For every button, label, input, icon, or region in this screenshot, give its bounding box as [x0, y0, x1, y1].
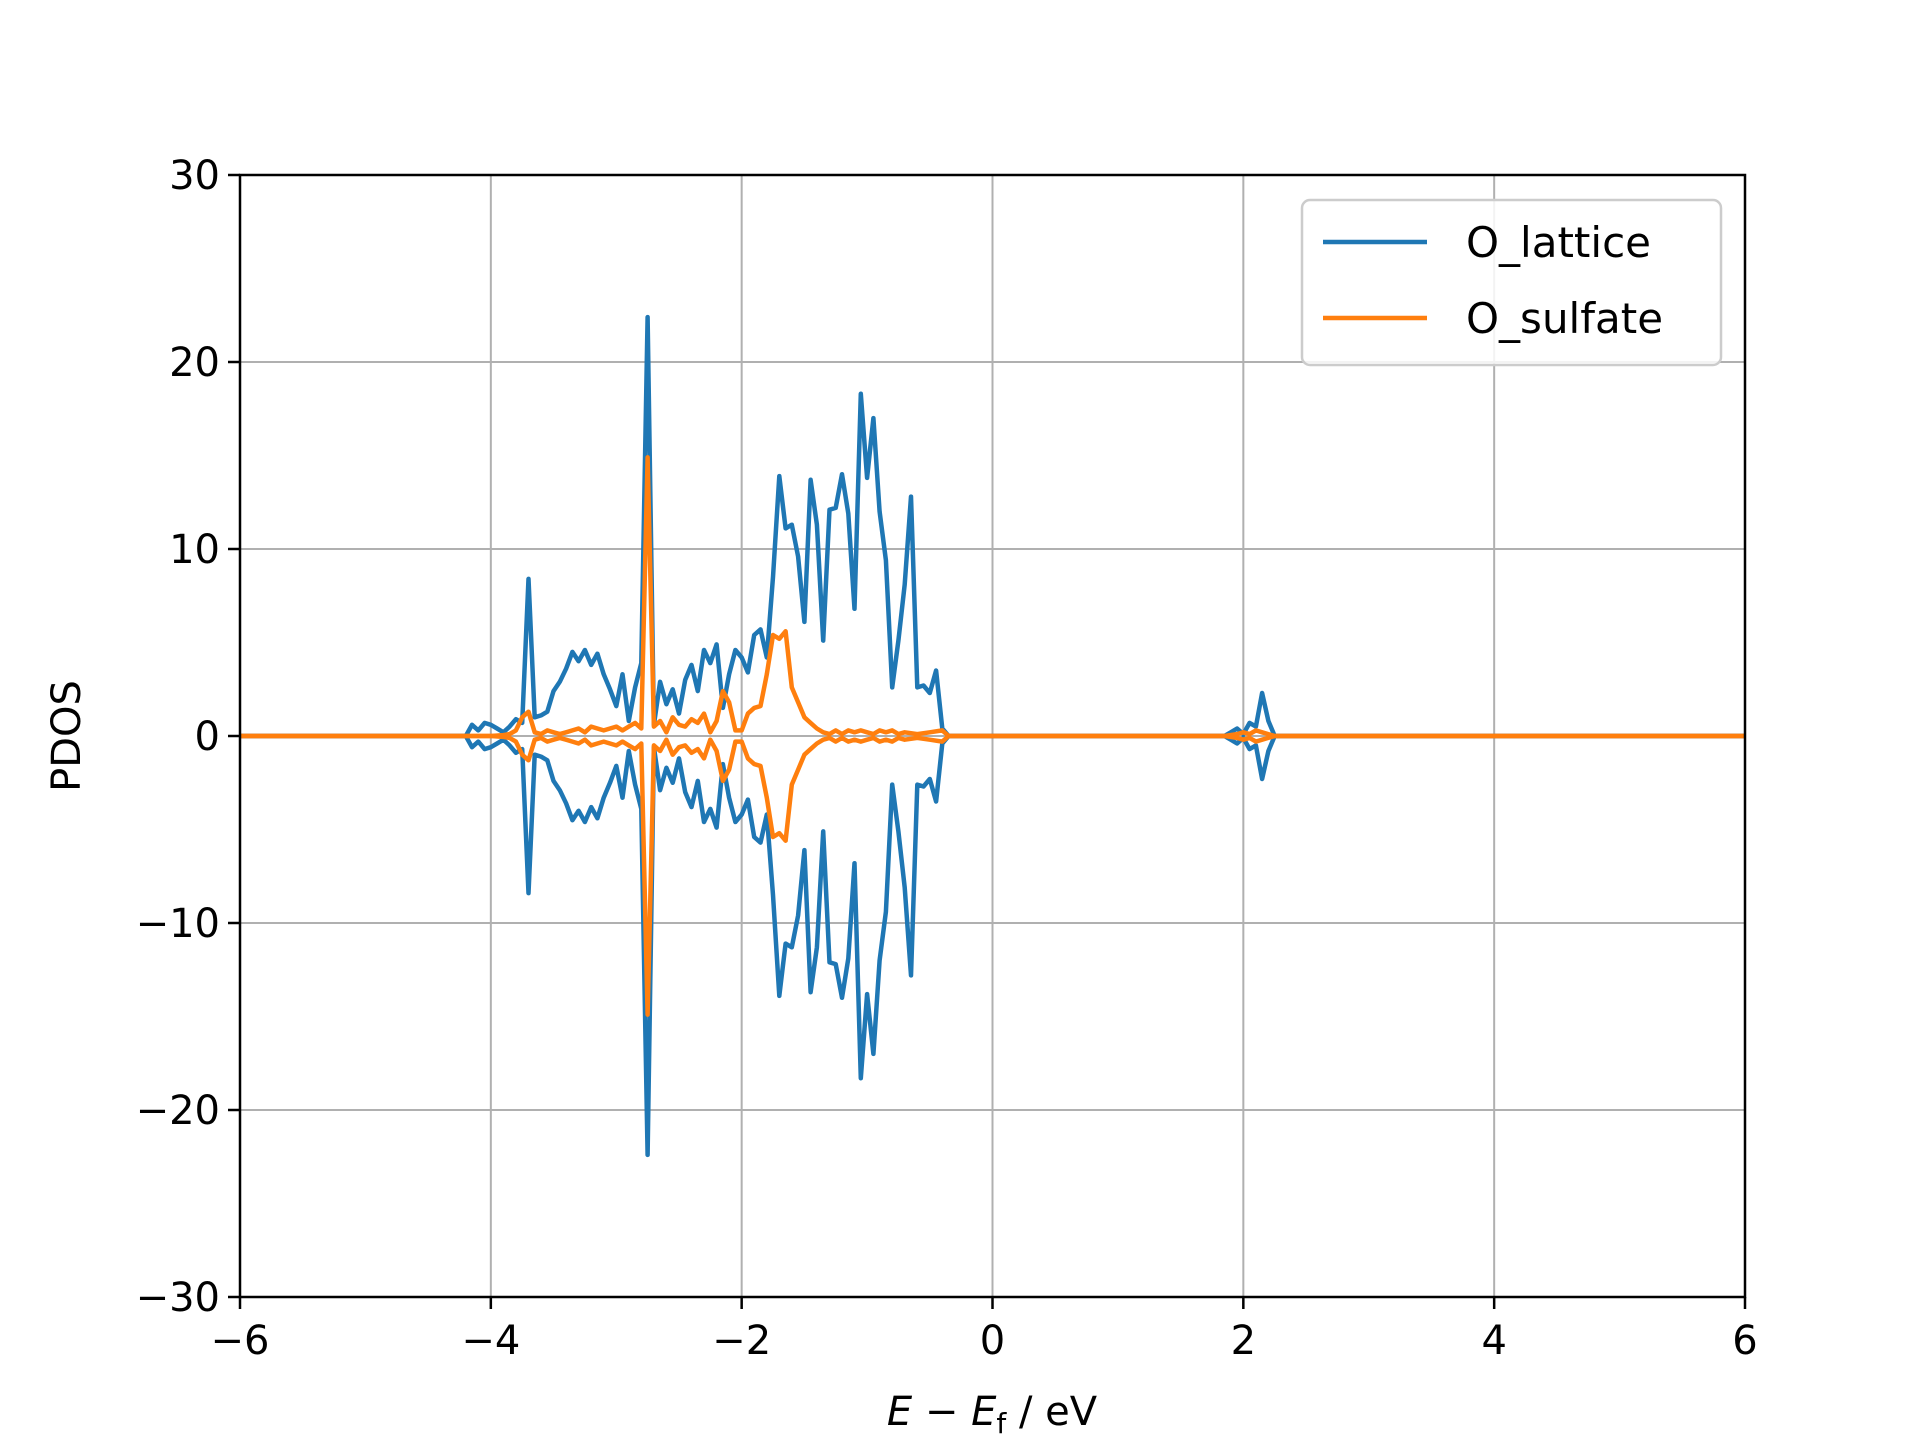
x-axis-label-Ef: E: [971, 1389, 997, 1435]
y-tick-label: 0: [195, 714, 220, 760]
series-line-o-lattice-up: [240, 314, 1745, 739]
series-line-o-sulfate-down: [240, 733, 1745, 1017]
x-tick-label: 6: [1732, 1318, 1757, 1364]
y-axis-label: PDOS: [44, 680, 90, 792]
x-tick-label: −4: [461, 1318, 520, 1364]
y-tick-label: −20: [136, 1088, 220, 1134]
y-tick-label: −10: [136, 901, 220, 947]
y-tick-label: 30: [169, 153, 220, 199]
x-tick-label: −2: [712, 1318, 771, 1364]
legend-label-o-sulfate: O_sulfate: [1466, 294, 1663, 343]
x-tick-label: 2: [1231, 1318, 1256, 1364]
x-axis-ticks: −6 −4 −2 0 2 4 6: [211, 1297, 1758, 1364]
x-axis-label-minus: −: [912, 1389, 971, 1435]
x-tick-label: 0: [980, 1318, 1005, 1364]
y-tick-label: 10: [169, 527, 220, 573]
y-axis-ticks: −30 −20 −10 0 10 20 30: [136, 153, 240, 1321]
series-line-o-sulfate-up: [240, 455, 1745, 739]
series-line-o-lattice-down: [240, 733, 1745, 1158]
x-axis-label-unit: / eV: [1006, 1389, 1098, 1435]
x-axis-label: E − Ef / eV: [887, 1389, 1098, 1440]
plot-area: [240, 314, 1745, 1158]
legend: O_lattice O_sulfate: [1300, 198, 1723, 367]
legend-label-o-lattice: O_lattice: [1466, 218, 1651, 267]
x-tick-label: −6: [211, 1318, 270, 1364]
x-axis-label-Ef-sub: f: [996, 1407, 1007, 1440]
x-axis-label-E: E: [887, 1389, 913, 1435]
y-tick-label: 20: [169, 340, 220, 386]
series-lines: [240, 314, 1745, 1158]
x-tick-label: 4: [1481, 1318, 1506, 1364]
y-tick-label: −30: [136, 1275, 220, 1321]
